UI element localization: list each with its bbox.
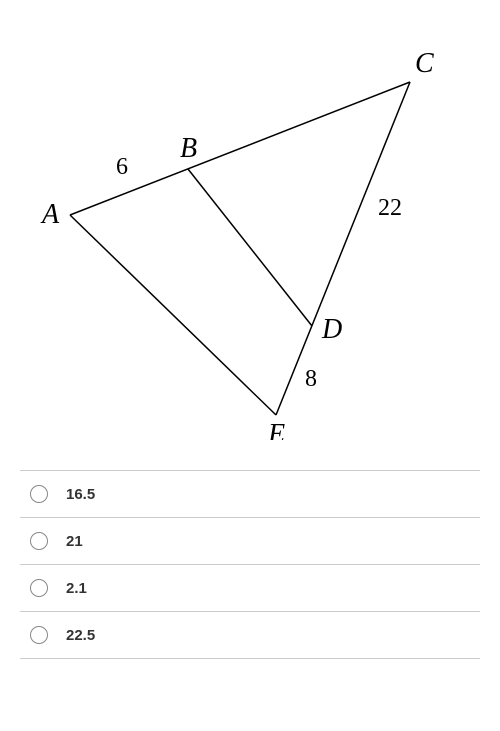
option-label: 21	[66, 533, 83, 550]
svg-text:8: 8	[305, 366, 317, 392]
option-label: 2.1	[66, 580, 87, 597]
answer-options: 16.5 21 2.1 22.5	[20, 470, 480, 659]
radio-icon	[30, 485, 48, 503]
option-row-3[interactable]: 22.5	[20, 612, 480, 659]
radio-icon	[30, 579, 48, 597]
svg-text:D: D	[321, 314, 342, 345]
svg-text:E: E	[267, 419, 285, 440]
option-row-1[interactable]: 21	[20, 518, 480, 565]
geometry-diagram: 6 22 8 A B C D E	[20, 20, 480, 440]
option-label: 22.5	[66, 627, 95, 644]
option-row-2[interactable]: 2.1	[20, 565, 480, 612]
svg-text:6: 6	[116, 154, 128, 180]
svg-text:B: B	[180, 133, 197, 164]
radio-icon	[30, 626, 48, 644]
option-row-0[interactable]: 16.5	[20, 470, 480, 518]
svg-text:22: 22	[378, 195, 402, 221]
svg-text:A: A	[40, 199, 60, 230]
diagram-svg: 6 22 8 A B C D E	[20, 20, 480, 440]
option-label: 16.5	[66, 486, 95, 503]
svg-text:C: C	[415, 48, 434, 79]
radio-icon	[30, 532, 48, 550]
